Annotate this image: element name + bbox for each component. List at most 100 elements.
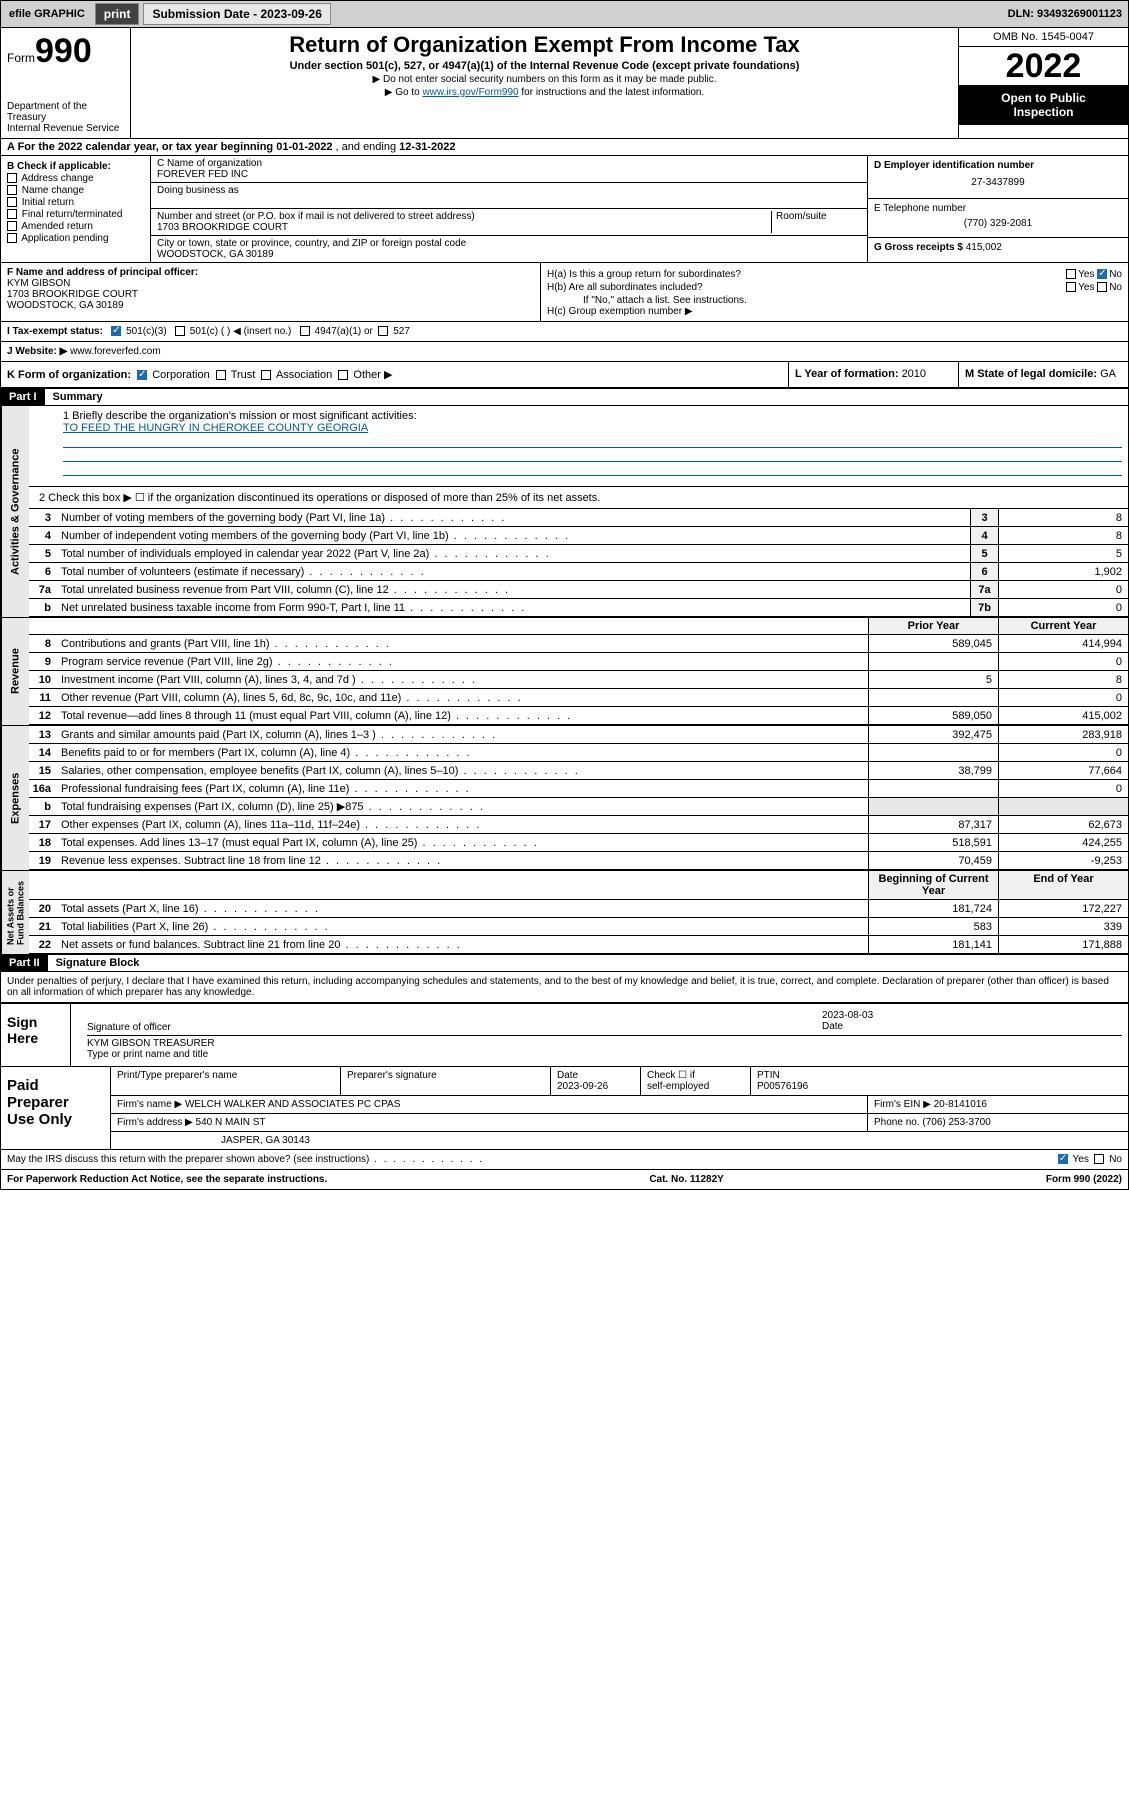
line-box: 6 (970, 563, 998, 580)
form-number: Form990 (7, 32, 124, 71)
hb-note: If "No," attach a list. See instructions… (547, 295, 1122, 306)
col-f: F Name and address of principal officer:… (1, 263, 541, 321)
line-desc: Investment income (Part VIII, column (A)… (57, 672, 868, 688)
cb-amended[interactable]: Amended return (7, 221, 144, 232)
line-desc: Grants and similar amounts paid (Part IX… (57, 727, 868, 743)
sig-officer-label: Signature of officer (87, 1022, 171, 1033)
cb-501c[interactable] (175, 326, 185, 336)
prep-name-hdr: Print/Type preparer's name (111, 1067, 341, 1095)
summary-line: 18Total expenses. Add lines 13–17 (must … (29, 834, 1128, 852)
section-governance: Activities & Governance 1 Briefly descri… (1, 406, 1128, 618)
line-current: 8 (998, 671, 1128, 688)
form-header: Form990 Department of the Treasury Inter… (1, 28, 1128, 139)
row-i: I Tax-exempt status: 501(c)(3) 501(c) ( … (1, 322, 1128, 342)
prep-self-check: Check ☐ if (647, 1070, 695, 1081)
cb-4947[interactable] (300, 326, 310, 336)
line-grey (998, 798, 1128, 815)
line-num: 22 (29, 939, 57, 951)
line-desc: Total revenue—add lines 8 through 11 (mu… (57, 708, 868, 724)
sign-here-label: Sign Here (1, 1004, 71, 1066)
line-num: 19 (29, 855, 57, 867)
line-box: 4 (970, 527, 998, 544)
line-prior (868, 744, 998, 761)
line-num: 20 (29, 903, 57, 915)
submission-date-value: 2023-09-26 (261, 7, 322, 21)
hdr-current-year: Current Year (998, 618, 1128, 634)
submission-date-button[interactable]: Submission Date - 2023-09-26 (143, 3, 330, 25)
signature-block: Under penalties of perjury, I declare th… (1, 972, 1128, 1003)
irs-link[interactable]: www.irs.gov/Form990 (422, 87, 518, 98)
part2-title: Signature Block (48, 955, 148, 971)
cb-final-return[interactable]: Final return/terminated (7, 209, 144, 220)
ha-answer: Yes No (1066, 269, 1122, 280)
hb-label: H(b) Are all subordinates included? (547, 282, 703, 293)
firm-phone-label: Phone no. (874, 1117, 922, 1128)
line-current: 171,888 (998, 936, 1128, 953)
line-prior: 583 (868, 918, 998, 935)
cb-application-pending[interactable]: Application pending (7, 233, 144, 244)
summary-line: 3Number of voting members of the governi… (29, 509, 1128, 527)
paid-preparer-label: Paid Preparer Use Only (1, 1067, 111, 1149)
sidebar-revenue: Revenue (1, 618, 29, 725)
dept-treasury: Department of the Treasury Internal Reve… (7, 101, 124, 134)
cb-association[interactable] (261, 370, 271, 380)
line-box: 7b (970, 599, 998, 616)
paid-preparer-row: Paid Preparer Use Only Print/Type prepar… (1, 1066, 1128, 1149)
line-current: 414,994 (998, 635, 1128, 652)
line-desc: Total number of volunteers (estimate if … (57, 564, 970, 580)
summary-line: 14Benefits paid to or for members (Part … (29, 744, 1128, 762)
summary-line: 13Grants and similar amounts paid (Part … (29, 726, 1128, 744)
cb-trust[interactable] (216, 370, 226, 380)
cb-address-change[interactable]: Address change (7, 173, 144, 184)
print-button[interactable]: print (95, 3, 140, 25)
cb-corporation[interactable] (137, 370, 147, 380)
line-num: 5 (29, 548, 57, 560)
summary-line: 21Total liabilities (Part X, line 26)583… (29, 918, 1128, 936)
summary-line: 22Net assets or fund balances. Subtract … (29, 936, 1128, 954)
cb-discuss-no[interactable] (1094, 1154, 1104, 1164)
line-desc: Total number of individuals employed in … (57, 546, 970, 562)
col-h: H(a) Is this a group return for subordin… (541, 263, 1128, 321)
line-current: 0 (998, 653, 1128, 670)
website-value: www.foreverfed.com (70, 346, 161, 357)
part1-label: Part I (1, 389, 45, 405)
line-prior (868, 653, 998, 670)
cb-discuss-yes[interactable] (1058, 1154, 1068, 1164)
cb-501c3[interactable] (111, 326, 121, 336)
efile-label: efile GRAPHIC (1, 5, 93, 23)
line-prior: 38,799 (868, 762, 998, 779)
line-desc: Number of independent voting members of … (57, 528, 970, 544)
line-val: 5 (998, 545, 1128, 562)
phone-label: E Telephone number (874, 203, 1122, 214)
cb-other[interactable] (338, 370, 348, 380)
officer-label: F Name and address of principal officer: (7, 267, 198, 278)
col-c: C Name of organization FOREVER FED INC D… (151, 156, 868, 262)
section-net-assets: Net Assets or Fund Balances Beginning of… (1, 871, 1128, 955)
firm-addr1: 540 N MAIN ST (196, 1117, 266, 1128)
line-a: A For the 2022 calendar year, or tax yea… (1, 139, 1128, 156)
dba-label: Doing business as (157, 185, 861, 196)
line-current: 0 (998, 780, 1128, 797)
tax-exempt-label: I Tax-exempt status: (7, 326, 103, 337)
line-num: 17 (29, 819, 57, 831)
cat-no: Cat. No. 11282Y (649, 1174, 723, 1185)
mission-text[interactable]: TO FEED THE HUNGRY IN CHEROKEE COUNTY GE… (63, 422, 368, 434)
row-j: J Website: ▶ www.foreverfed.com (1, 342, 1128, 362)
line-a-mid: , and ending (336, 141, 400, 153)
gross-receipts-label: G Gross receipts $ (874, 242, 966, 253)
line-box: 3 (970, 509, 998, 526)
part2-header: Part II Signature Block (1, 955, 1128, 972)
form-of-org-label: K Form of organization: (7, 369, 131, 381)
pra-notice: For Paperwork Reduction Act Notice, see … (7, 1174, 327, 1185)
line-num: b (29, 801, 57, 813)
state-domicile-label: M State of legal domicile: (965, 368, 1100, 380)
cb-527[interactable] (378, 326, 388, 336)
prep-date: 2023-09-26 (557, 1081, 608, 1092)
cb-initial-return[interactable]: Initial return (7, 197, 144, 208)
summary-line: 11Other revenue (Part VIII, column (A), … (29, 689, 1128, 707)
sidebar-expenses: Expenses (1, 726, 29, 870)
line-desc: Total fundraising expenses (Part IX, col… (57, 798, 868, 815)
line-desc: Other revenue (Part VIII, column (A), li… (57, 690, 868, 706)
line-val: 1,902 (998, 563, 1128, 580)
cb-name-change[interactable]: Name change (7, 185, 144, 196)
